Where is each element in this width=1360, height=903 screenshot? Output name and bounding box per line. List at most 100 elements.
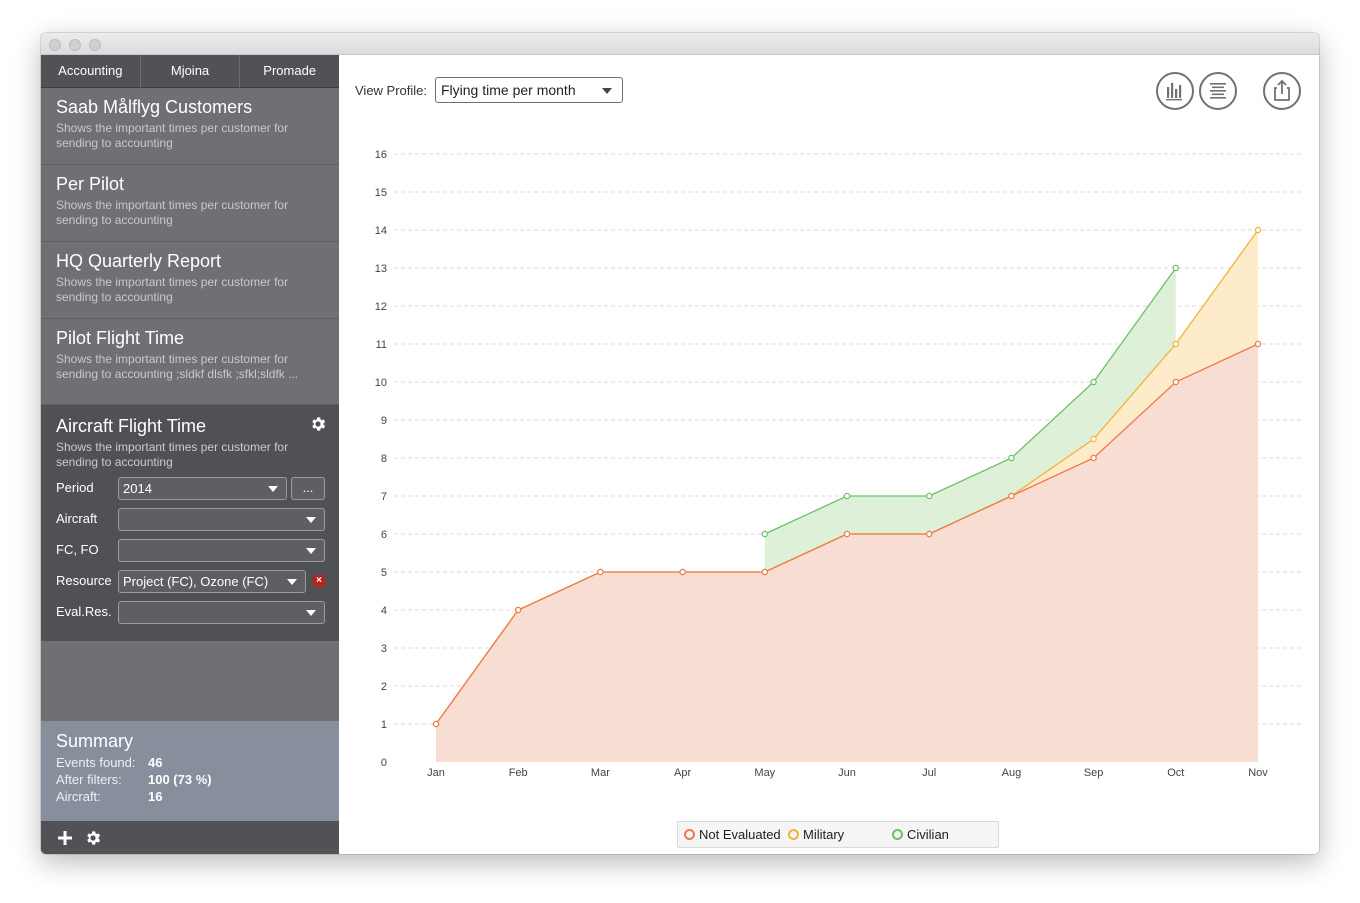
y-tick-label: 11 [376, 339, 387, 351]
data-point [926, 530, 933, 538]
report-item-saab[interactable]: Saab Målflyg Customers Shows the importa… [41, 88, 339, 165]
y-tick-label: 13 [375, 263, 387, 275]
filter-label: Period [56, 480, 94, 495]
summary-row-after-filters: After filters: 100 (73 %) [56, 772, 324, 789]
y-tick-label: 2 [381, 681, 387, 693]
sidebar: Accounting Mjoina Promade Saab Målflyg C… [41, 55, 340, 854]
chevron-down-icon [287, 579, 297, 585]
fcfo-select[interactable] [118, 539, 325, 562]
clear-resource-icon[interactable]: × [313, 575, 325, 587]
summary-row-aircraft: Aircraft: 16 [56, 789, 324, 806]
chevron-down-icon [602, 88, 612, 94]
events-label: Events found: [56, 755, 136, 770]
data-point [761, 568, 768, 576]
gear-icon[interactable] [84, 829, 102, 847]
x-tick-label: Apr [674, 767, 691, 779]
data-point [1008, 492, 1015, 500]
view-profile-label: View Profile: [355, 83, 428, 98]
gear-icon[interactable] [309, 415, 327, 433]
y-tick-label: 10 [375, 377, 387, 389]
minimize-window-icon[interactable] [69, 39, 81, 51]
legend-label: Military [803, 827, 845, 842]
summary-panel: Summary Events found: 46 After filters: … [41, 721, 339, 821]
data-point [761, 530, 768, 538]
chevron-down-icon [306, 548, 316, 554]
y-tick-label: 7 [381, 491, 387, 503]
x-tick-label: Nov [1248, 767, 1268, 779]
legend-label: Civilian [907, 827, 949, 842]
data-point [1172, 264, 1180, 272]
report-item-pilot-flight-time[interactable]: Pilot Flight Time Shows the important ti… [41, 319, 339, 405]
report-description: Shows the important times per customer f… [56, 275, 289, 304]
filter-period: Period 2014 ... [56, 477, 326, 500]
x-tick-label: Jan [427, 767, 445, 779]
legend-label: Not Evaluated [699, 827, 781, 842]
y-tick-label: 15 [375, 187, 387, 199]
resource-value: Project (FC), Ozone (FC) [123, 574, 269, 589]
x-tick-label: Jun [838, 767, 856, 779]
flight-time-chart: 01234567891011121314151617 JanFebMarAprM… [375, 149, 1302, 779]
y-tick-label: 0 [381, 757, 387, 769]
x-tick-label: Sep [1084, 767, 1104, 779]
data-point [679, 568, 686, 576]
series-line-2 [764, 267, 1177, 535]
data-point [843, 530, 851, 538]
after-filters-value: 100 (73 %) [148, 772, 212, 787]
legend-marker [892, 829, 903, 840]
data-point [597, 568, 604, 576]
period-value: 2014 [123, 481, 152, 496]
main-panel: View Profile: Flying time per month 0 [339, 55, 1319, 854]
active-report-description: Shows the important times per customer f… [56, 440, 289, 469]
legend-item-military[interactable]: Military [788, 827, 844, 842]
report-item-per-pilot[interactable]: Per Pilot Shows the important times per … [41, 165, 339, 242]
legend-item-not-evaluated[interactable]: Not Evaluated [684, 827, 781, 842]
data-point [514, 606, 522, 614]
list-icon [1210, 83, 1226, 99]
active-report-title: Aircraft Flight Time [56, 416, 207, 436]
legend-item-civilian[interactable]: Civilian [892, 827, 949, 842]
close-window-icon[interactable] [49, 39, 61, 51]
chart-view-button[interactable] [1156, 72, 1194, 110]
tab-bar: Accounting Mjoina Promade [41, 55, 340, 88]
chart-legend: Not Evaluated Military Civilian [677, 821, 999, 848]
filter-label: Eval.Res. [56, 604, 112, 619]
share-icon [1274, 79, 1290, 101]
data-point [1090, 454, 1097, 462]
filter-evalres: Eval.Res. [56, 601, 326, 624]
report-title: HQ Quarterly Report [56, 251, 222, 271]
resource-select[interactable]: Project (FC), Ozone (FC) [118, 570, 306, 593]
x-tick-label: Jul [922, 767, 936, 779]
filter-resource: Resource Project (FC), Ozone (FC) × [56, 570, 326, 593]
data-point [1090, 435, 1097, 443]
y-tick-label: 12 [375, 301, 387, 313]
report-item-hq-quarterly[interactable]: HQ Quarterly Report Shows the important … [41, 242, 339, 319]
area-not-evaluated [436, 344, 1258, 762]
data-point [1090, 378, 1097, 386]
y-tick-label: 4 [381, 605, 387, 617]
report-description: Shows the important times per customer f… [56, 352, 299, 381]
aircraft-count-label: Aircraft: [56, 789, 101, 804]
y-tick-label: 16 [375, 149, 387, 161]
filter-label: Resource [56, 573, 112, 588]
export-button[interactable] [1263, 72, 1301, 110]
events-value: 46 [148, 755, 163, 770]
zoom-window-icon[interactable] [89, 39, 101, 51]
aircraft-select[interactable] [118, 508, 325, 531]
view-profile-select[interactable]: Flying time per month [435, 77, 623, 103]
y-tick-label: 1 [381, 719, 387, 731]
period-select[interactable]: 2014 [118, 477, 287, 500]
tab-mjoina[interactable]: Mjoina [140, 55, 241, 88]
evalres-select[interactable] [118, 601, 325, 624]
x-tick-label: Mar [591, 767, 610, 779]
plus-icon[interactable] [57, 830, 73, 846]
report-title: Per Pilot [56, 174, 125, 194]
period-more-button[interactable]: ... [291, 477, 325, 500]
data-point [926, 492, 933, 500]
tab-promade[interactable]: Promade [240, 55, 340, 88]
sidebar-bottom-toolbar [41, 821, 339, 854]
x-tick-label: May [754, 767, 775, 779]
data-point [1254, 340, 1262, 348]
summary-row-events: Events found: 46 [56, 755, 324, 772]
tab-accounting[interactable]: Accounting [41, 55, 141, 88]
list-view-button[interactable] [1199, 72, 1237, 110]
